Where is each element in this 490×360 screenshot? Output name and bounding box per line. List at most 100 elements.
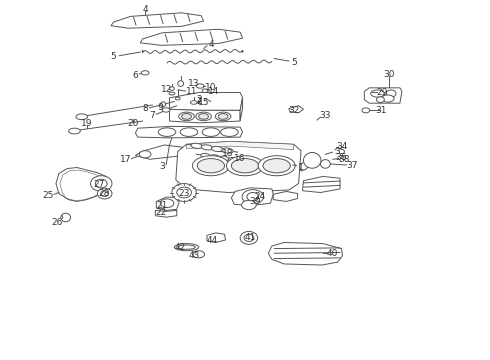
Text: 13: 13 — [188, 79, 199, 88]
Text: 39: 39 — [249, 197, 261, 206]
Ellipse shape — [247, 193, 259, 201]
Text: 32: 32 — [288, 106, 299, 115]
Ellipse shape — [178, 245, 196, 249]
Ellipse shape — [218, 113, 228, 119]
Text: 21: 21 — [156, 201, 168, 210]
Ellipse shape — [170, 87, 174, 90]
Ellipse shape — [197, 158, 224, 173]
Ellipse shape — [160, 199, 174, 207]
Text: 12: 12 — [161, 85, 172, 94]
Ellipse shape — [76, 114, 88, 120]
Ellipse shape — [191, 143, 202, 148]
Polygon shape — [135, 126, 243, 138]
Text: 5: 5 — [111, 52, 116, 61]
Text: 2: 2 — [196, 95, 201, 104]
Ellipse shape — [221, 148, 233, 153]
Text: 35: 35 — [334, 147, 346, 156]
Ellipse shape — [98, 188, 112, 199]
Text: 17: 17 — [120, 155, 131, 164]
Ellipse shape — [175, 97, 180, 100]
Polygon shape — [176, 141, 301, 193]
Text: 25: 25 — [42, 190, 53, 199]
Text: 11: 11 — [186, 87, 197, 96]
Text: 4: 4 — [208, 40, 214, 49]
Text: 2: 2 — [196, 97, 201, 106]
Text: 20: 20 — [127, 119, 139, 128]
Ellipse shape — [201, 145, 213, 150]
Polygon shape — [231, 188, 273, 206]
Polygon shape — [365, 88, 402, 103]
Ellipse shape — [178, 81, 184, 86]
Polygon shape — [207, 233, 225, 243]
Ellipse shape — [169, 92, 175, 95]
Ellipse shape — [244, 234, 254, 242]
Ellipse shape — [228, 157, 238, 162]
Ellipse shape — [101, 191, 109, 197]
Text: 36: 36 — [336, 153, 347, 162]
Ellipse shape — [371, 90, 384, 97]
Ellipse shape — [180, 128, 198, 136]
Text: 5: 5 — [291, 58, 296, 67]
Text: 10: 10 — [205, 83, 217, 92]
Ellipse shape — [174, 244, 199, 251]
Ellipse shape — [303, 153, 321, 168]
Ellipse shape — [179, 112, 195, 121]
Text: 16: 16 — [234, 154, 246, 163]
Text: 4: 4 — [142, 5, 148, 14]
Ellipse shape — [158, 128, 176, 136]
Ellipse shape — [193, 251, 204, 258]
Ellipse shape — [219, 156, 229, 161]
Ellipse shape — [96, 179, 107, 188]
Ellipse shape — [220, 128, 238, 136]
Text: 42: 42 — [175, 243, 186, 252]
Ellipse shape — [161, 102, 166, 107]
Text: 6: 6 — [132, 71, 138, 80]
Polygon shape — [273, 192, 297, 202]
Ellipse shape — [162, 108, 170, 112]
Ellipse shape — [201, 153, 210, 158]
Ellipse shape — [202, 128, 220, 136]
Text: 15: 15 — [198, 98, 209, 107]
Polygon shape — [56, 167, 109, 202]
Text: 28: 28 — [98, 189, 109, 198]
Text: 9: 9 — [157, 103, 163, 112]
Text: 31: 31 — [376, 106, 387, 115]
Text: 30: 30 — [383, 70, 394, 79]
Ellipse shape — [210, 155, 220, 159]
Ellipse shape — [61, 213, 71, 222]
Ellipse shape — [196, 112, 211, 121]
Polygon shape — [240, 98, 243, 121]
Text: 37: 37 — [346, 161, 358, 170]
Polygon shape — [302, 176, 340, 193]
Text: 27: 27 — [93, 180, 104, 189]
Polygon shape — [111, 13, 203, 28]
Text: 41: 41 — [244, 233, 256, 242]
Text: 8: 8 — [142, 104, 148, 113]
Ellipse shape — [263, 158, 290, 173]
Text: 18: 18 — [222, 149, 234, 158]
Ellipse shape — [196, 84, 204, 88]
Text: 43: 43 — [188, 251, 199, 260]
Ellipse shape — [242, 190, 264, 204]
Text: 3: 3 — [159, 162, 165, 171]
Ellipse shape — [139, 151, 151, 158]
Text: 1: 1 — [298, 163, 304, 172]
Ellipse shape — [240, 231, 258, 244]
Ellipse shape — [231, 158, 259, 173]
Polygon shape — [299, 153, 318, 171]
Text: 22: 22 — [155, 208, 167, 217]
Ellipse shape — [362, 108, 370, 113]
Ellipse shape — [191, 101, 197, 104]
Text: 29: 29 — [377, 88, 388, 97]
Ellipse shape — [381, 95, 394, 102]
Ellipse shape — [199, 113, 208, 119]
Ellipse shape — [172, 184, 196, 202]
Polygon shape — [135, 145, 182, 159]
Ellipse shape — [258, 156, 295, 176]
Ellipse shape — [320, 159, 330, 168]
Text: 26: 26 — [52, 218, 63, 227]
Polygon shape — [156, 197, 179, 210]
Ellipse shape — [182, 113, 192, 119]
Polygon shape — [289, 106, 303, 113]
Text: 23: 23 — [178, 189, 190, 198]
